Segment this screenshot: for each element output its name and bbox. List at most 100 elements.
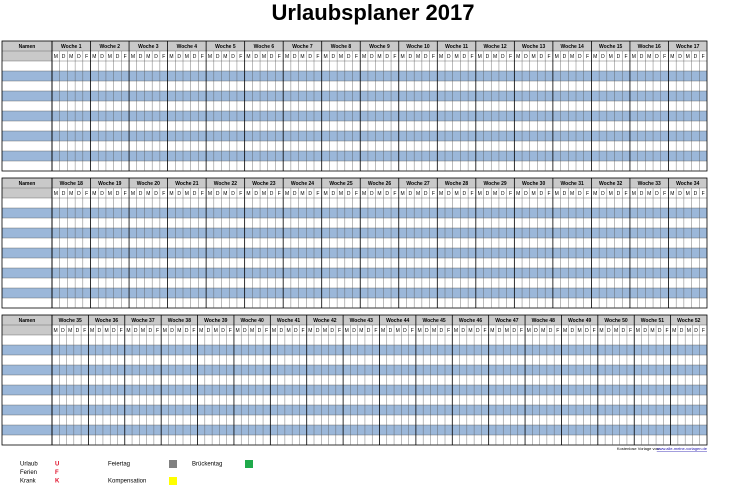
day-label: M — [454, 328, 458, 334]
day-label: D — [270, 54, 274, 60]
day-label: F — [316, 191, 319, 197]
day-label: F — [338, 328, 341, 334]
day-label: F — [520, 328, 523, 334]
week-label: Woche 16 — [638, 44, 661, 50]
day-label: F — [663, 191, 666, 197]
data-row — [2, 355, 707, 365]
day-label: M — [454, 191, 458, 197]
week-label: Woche 45 — [422, 318, 445, 324]
day-label: F — [432, 191, 435, 197]
day-label: M — [493, 191, 497, 197]
data-row — [2, 248, 707, 258]
day-label: M — [345, 328, 349, 334]
block-border — [1, 177, 708, 309]
day-label: M — [246, 54, 250, 60]
day-label: M — [432, 328, 436, 334]
name-header: Namen — [19, 318, 36, 324]
day-label: M — [377, 191, 381, 197]
week-label: Woche 14 — [561, 44, 584, 50]
day-label: M — [532, 191, 536, 197]
week-label: Woche 4 — [177, 44, 198, 50]
day-label: M — [570, 191, 574, 197]
day-label: M — [285, 191, 289, 197]
data-row — [2, 101, 707, 111]
day-label: F — [547, 191, 550, 197]
day-label: M — [300, 191, 304, 197]
day-label: D — [617, 54, 621, 60]
day-label: M — [235, 328, 239, 334]
day-label: D — [585, 328, 589, 334]
day-label: M — [687, 328, 691, 334]
day-row-name — [2, 188, 52, 198]
day-label: D — [512, 328, 516, 334]
day-label: D — [294, 328, 298, 334]
day-label: M — [285, 54, 289, 60]
day-label: M — [632, 191, 636, 197]
day-label: M — [417, 328, 421, 334]
day-label: D — [403, 328, 407, 334]
day-label: M — [108, 54, 112, 60]
footer-text: Kostenlose Vorlage von: — [617, 446, 660, 451]
day-label: M — [632, 54, 636, 60]
day-label: D — [655, 191, 659, 197]
day-label: M — [262, 191, 266, 197]
day-label: D — [139, 54, 143, 60]
day-label: M — [54, 54, 58, 60]
day-label: M — [214, 328, 218, 334]
name-header: Namen — [19, 181, 36, 187]
day-label: F — [374, 328, 377, 334]
day-label: D — [578, 191, 582, 197]
day-label: D — [607, 328, 611, 334]
day-label: M — [69, 54, 73, 60]
day-label: M — [169, 191, 173, 197]
day-label: D — [385, 191, 389, 197]
day-label: D — [331, 54, 335, 60]
day-label: F — [483, 328, 486, 334]
day-label: M — [146, 191, 150, 197]
day-label: D — [270, 191, 274, 197]
week-label: Woche 20 — [137, 181, 160, 187]
day-label: D — [655, 54, 659, 60]
day-label: F — [702, 54, 705, 60]
data-row — [2, 298, 707, 308]
day-label: F — [302, 328, 305, 334]
day-label: F — [470, 191, 473, 197]
day-label: D — [571, 328, 575, 334]
data-row — [2, 208, 707, 218]
day-label: F — [447, 328, 450, 334]
day-label: D — [486, 54, 490, 60]
day-label: D — [409, 54, 413, 60]
day-label: M — [478, 54, 482, 60]
day-label: D — [447, 54, 451, 60]
day-label: D — [100, 191, 104, 197]
week-label: Woche 17 — [676, 44, 699, 50]
data-row — [2, 435, 707, 445]
day-label: M — [362, 54, 366, 60]
day-label: M — [593, 191, 597, 197]
week-label: Woche 5 — [215, 44, 236, 50]
week-label: Woche 1 — [61, 44, 82, 50]
day-label: D — [243, 328, 247, 334]
week-label: Woche 34 — [676, 181, 699, 187]
day-label: M — [541, 328, 545, 334]
data-row — [2, 151, 707, 161]
day-label: M — [593, 54, 597, 60]
week-label: Woche 28 — [445, 181, 468, 187]
week-label: Woche 23 — [252, 181, 275, 187]
day-label: D — [293, 54, 297, 60]
footer-link[interactable]: www.alle-meine-vorlagen.de — [657, 446, 708, 451]
day-label: M — [527, 328, 531, 334]
day-label: F — [556, 328, 559, 334]
day-label: F — [509, 191, 512, 197]
week-label: Woche 33 — [638, 181, 661, 187]
day-label: D — [177, 54, 181, 60]
header-row — [2, 315, 707, 325]
legend-label: Brückentag — [192, 462, 222, 468]
day-label: D — [658, 328, 662, 334]
data-row — [2, 141, 707, 151]
week-label: Woche 35 — [59, 318, 82, 324]
week-label: Woche 37 — [131, 318, 154, 324]
day-label: M — [396, 328, 400, 334]
day-label: M — [555, 54, 559, 60]
week-label: Woche 42 — [313, 318, 336, 324]
